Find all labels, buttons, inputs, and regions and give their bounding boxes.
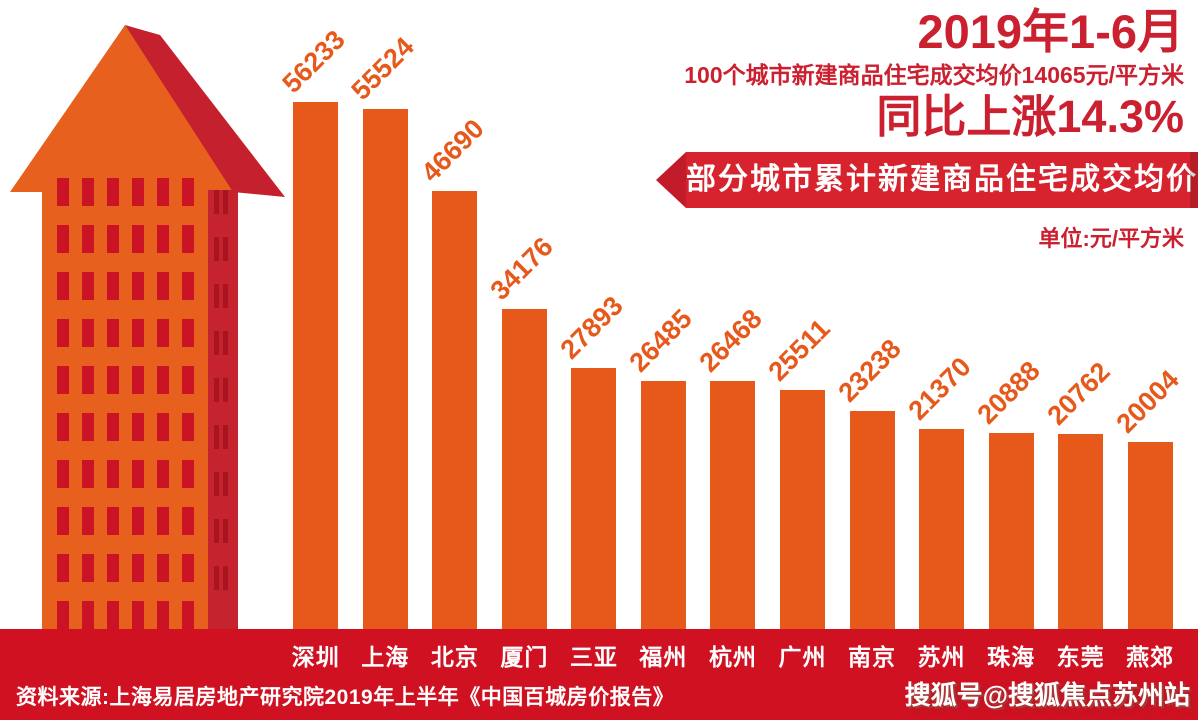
bar [501, 309, 547, 629]
bar [849, 411, 895, 629]
subtitle-average-price: 100个城市新建商品住宅成交均价14065元/平方米 [684, 61, 1184, 88]
bottom-band: 深圳 上海 北京 厦门 三亚 福州 杭州 广州 南京 苏州 珠海 东莞 燕郊 资料来源:上海易居房地产研… [0, 629, 1198, 720]
bar-column: 56233 [276, 24, 351, 629]
bar-column: 20004 [1110, 84, 1185, 629]
bar-column: 55524 [346, 31, 420, 629]
city-label: 北京 [430, 644, 479, 670]
unit-label: 单位:元/平方米 [1038, 226, 1184, 251]
roof-front [10, 25, 235, 192]
bar-value-label: 26468 [693, 303, 768, 378]
bar-value-label: 21370 [902, 351, 977, 426]
bar-value-label: 27893 [554, 290, 629, 365]
bar-value-label: 26485 [623, 303, 699, 378]
city-label: 上海 [361, 644, 410, 670]
bar-column: 20762 [1041, 84, 1116, 629]
city-label: 苏州 [917, 644, 966, 670]
header-block: 2019年1-6月 100个城市新建商品住宅成交均价14065元/平方米 同比上… [684, 8, 1184, 140]
bar-column: 26468 [693, 84, 768, 629]
bar-value-label: 20888 [971, 355, 1046, 430]
title-period: 2019年1-6月 [917, 5, 1185, 58]
city-label: 三亚 [569, 644, 618, 670]
bar [710, 381, 756, 629]
bar [571, 368, 617, 629]
building-arrow-illustration [10, 25, 285, 632]
building-body [42, 188, 208, 632]
bar-column: 23238 [832, 84, 907, 629]
city-label: 燕郊 [1126, 644, 1175, 670]
building-side-strip [208, 190, 238, 632]
banner-right-edge [1190, 152, 1198, 208]
bar [293, 102, 339, 629]
bar [919, 429, 965, 629]
bar [362, 109, 408, 629]
building-strip-windows [214, 190, 228, 590]
bar-column: 34176 [485, 84, 559, 629]
watermark: 搜狐号@搜狐焦点苏州站 [904, 680, 1190, 710]
source-note: 资料来源:上海易居房地产研究院2019年上半年《中国百城房价报告》 [16, 686, 675, 709]
city-label: 南京 [848, 644, 897, 670]
bar-value-label: 34176 [484, 231, 560, 306]
bar-column: 21370 [902, 84, 976, 629]
city-label: 珠海 [987, 644, 1036, 670]
bar [432, 191, 478, 629]
building-windows [57, 178, 194, 629]
city-label: 东莞 [1056, 644, 1105, 670]
bar-chart: 56233 55524 46690 34176 27893 26485 26468 25511… [276, 24, 1185, 629]
bar-value-label: 46690 [415, 113, 490, 188]
bar [640, 381, 686, 629]
bar-value-label: 55524 [345, 31, 421, 106]
city-label: 厦门 [500, 644, 549, 670]
city-label-row: 深圳 上海 北京 厦门 三亚 福州 杭州 广州 南京 苏州 珠海 东莞 燕郊 [281, 638, 1185, 672]
bar-value-label: 23238 [832, 333, 907, 408]
city-label: 广州 [778, 644, 827, 670]
section-banner: 部分城市累计新建商品住宅成交均价 [656, 152, 1198, 208]
bar [779, 390, 825, 629]
city-label: 杭州 [708, 644, 757, 670]
bar-column: 25511 [763, 84, 838, 629]
title-yoy-growth: 同比上涨14.3% [876, 91, 1184, 143]
banner-body: 部分城市累计新建商品住宅成交均价 [686, 152, 1198, 208]
bar [1127, 442, 1173, 629]
bar-column: 27893 [554, 84, 629, 629]
bar-value-label: 25511 [762, 313, 837, 387]
city-label: 深圳 [291, 644, 340, 670]
bar-value-label: 20762 [1041, 356, 1116, 431]
banner-left-arrow-icon [656, 152, 686, 208]
banner-title: 部分城市累计新建商品住宅成交均价 [686, 163, 1198, 196]
bar [1058, 434, 1104, 629]
bar-column: 26485 [624, 84, 698, 629]
bar-column: 20888 [971, 84, 1046, 629]
bar-value-label: 20004 [1110, 364, 1185, 439]
bar-column: 46690 [415, 84, 490, 629]
city-label: 福州 [639, 644, 688, 670]
bar [988, 433, 1034, 629]
roof-shadow [125, 25, 285, 197]
